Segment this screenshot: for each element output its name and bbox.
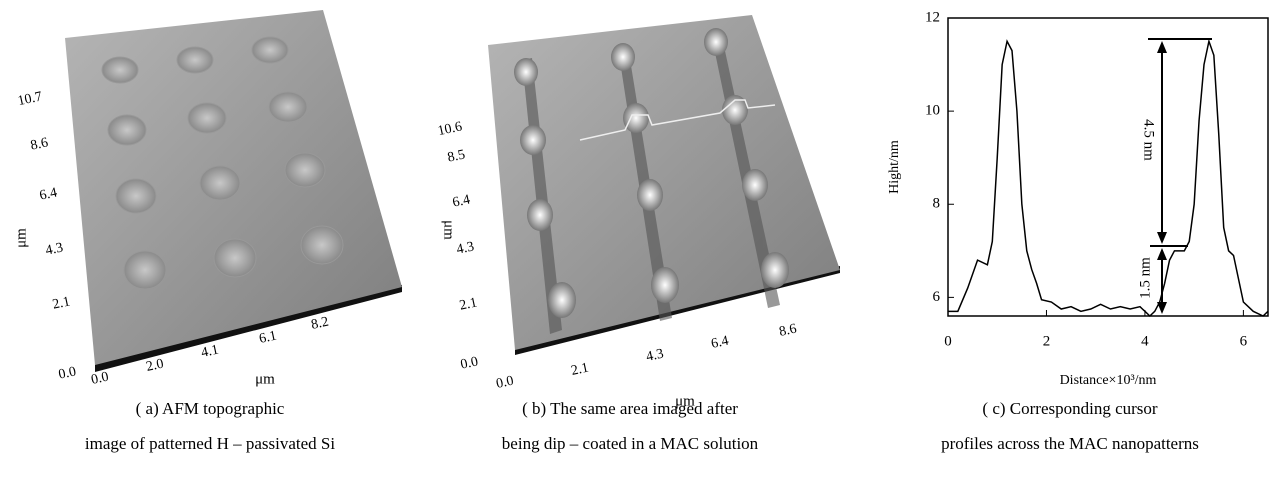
x-tick-label: 6.1: [258, 329, 278, 347]
x-tick-label: 2.0: [145, 357, 165, 375]
y-tick-label: 2.1: [51, 294, 71, 312]
y-tick-label: 4.3: [44, 240, 64, 258]
x-tick-label: 6.4: [710, 334, 730, 352]
caption: ( a) AFM topographic: [136, 399, 285, 418]
y-tick-label: 8.6: [29, 135, 49, 153]
x-axis-label: Distance×10³/nm: [1060, 373, 1157, 388]
x-tick-label: 0: [944, 333, 952, 349]
y-tick-label: 6.4: [38, 185, 58, 203]
x-tick-label: 4.3: [645, 347, 665, 365]
y-tick-label: 6.4: [451, 192, 471, 210]
line: [948, 41, 1268, 316]
x-tick-label: 4: [1141, 333, 1149, 349]
y-tick-label: 4.3: [455, 239, 475, 257]
x-tick-label: 2: [1043, 333, 1051, 349]
y-axis-label: μm: [13, 228, 29, 248]
x-tick-label: 8.6: [778, 322, 798, 340]
x-tick-label: 2.1: [570, 361, 590, 379]
y-axis-label: Hight/nm: [887, 140, 902, 194]
x-tick-label: 8.2: [310, 315, 330, 333]
caption: being dip – coated in a MAC solution: [502, 434, 759, 453]
y-tick-label: 6: [933, 289, 941, 305]
y-tick-label: 10: [925, 103, 940, 119]
y-tick-label: 2.1: [458, 295, 478, 313]
afm-image-b: [488, 15, 840, 355]
afm-image-a: [65, 10, 402, 372]
figure: 0.0 2.1 4.3 6.4 8.6 10.7 0.0 2.0 4.1 6.1 8.2 μm μm 0.…: [0, 0, 1271, 479]
caption: ( b) The same area imaged after: [522, 399, 738, 418]
caption: ( c) Corresponding cursor: [982, 399, 1157, 418]
x-tick-label: 0.0: [495, 374, 515, 392]
x-tick-label: 6: [1240, 333, 1248, 349]
caption: image of patterned H – passivated Si: [85, 434, 335, 453]
annotation: 1.5 nm: [1137, 257, 1153, 299]
caption: profiles across the MAC nanopatterns: [941, 434, 1199, 453]
y-tick-label: 10.7: [16, 89, 43, 109]
y-tick-label: 8.5: [446, 147, 466, 165]
y-axis-label: μm: [441, 220, 457, 240]
y-tick-label: 0.0: [459, 354, 479, 372]
annotation: 4.5 nm: [1141, 119, 1157, 161]
y-tick-label: 0.0: [57, 364, 77, 382]
x-axis-label: μm: [255, 371, 275, 387]
y-tick-label: 8: [933, 196, 941, 212]
y-tick-label: 10.6: [436, 119, 463, 139]
y-tick-label: 12: [925, 9, 940, 25]
x-tick-label: 4.1: [200, 343, 220, 361]
x-tick-label: 0.0: [90, 370, 110, 388]
